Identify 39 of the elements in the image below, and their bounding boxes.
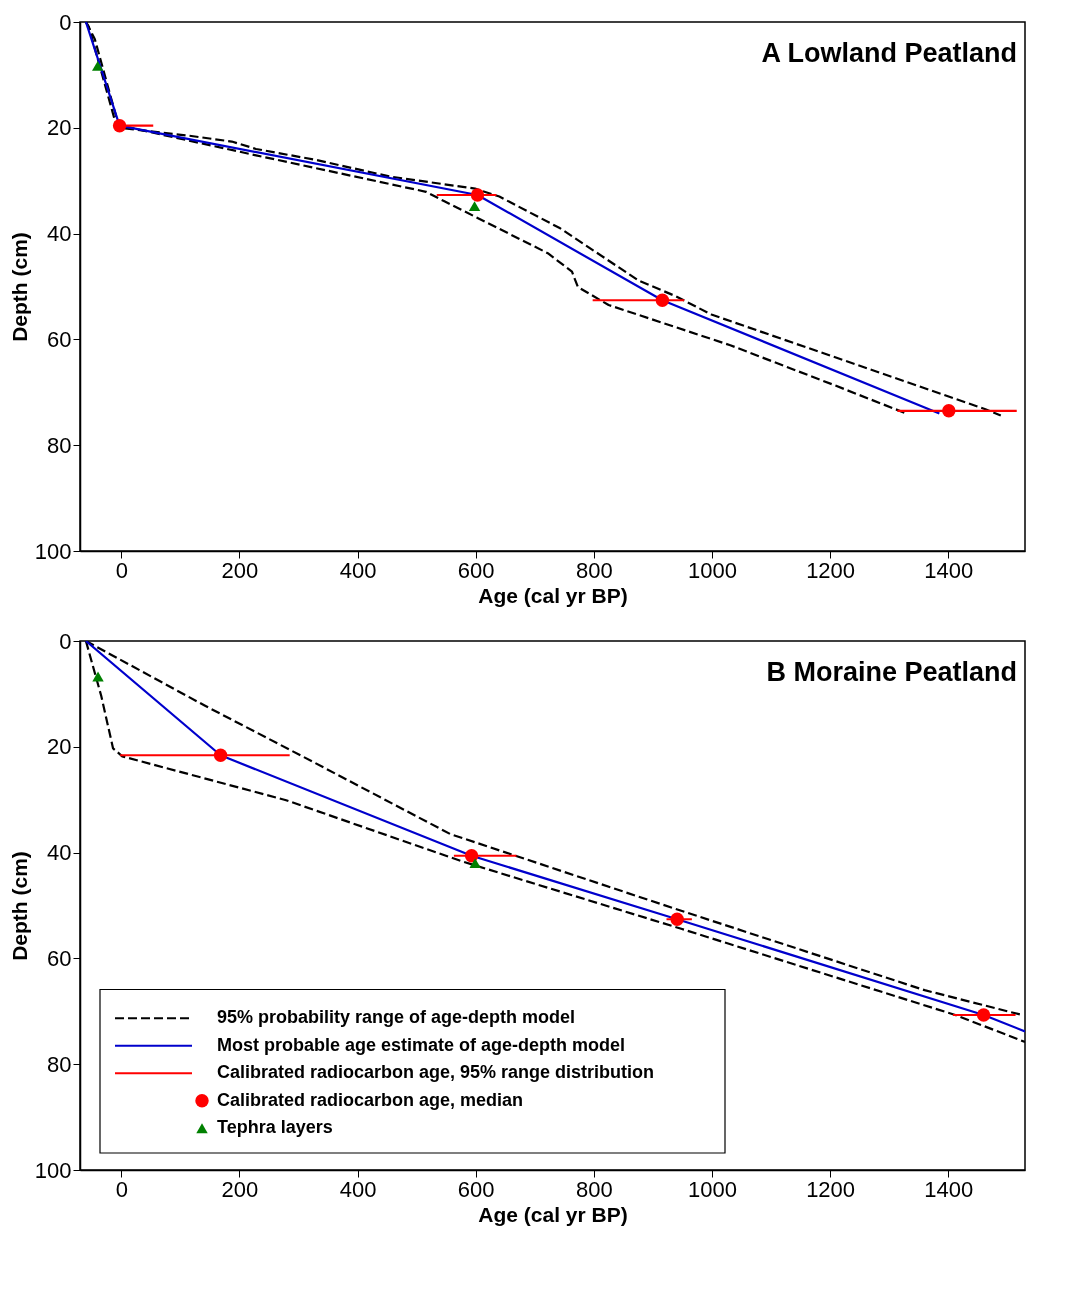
y-tick-label: 0: [59, 9, 72, 35]
y-tick-label: 20: [47, 734, 72, 760]
y-tick-label: 80: [47, 1051, 72, 1077]
x-axis-title: Age (cal yr BP): [478, 583, 628, 607]
x-tick-label: 1400: [924, 557, 974, 583]
x-tick-label: 200: [221, 557, 259, 583]
x-tick-label: 600: [457, 557, 495, 583]
y-tick-label: 100: [34, 1157, 72, 1183]
y-tick-label: 60: [47, 326, 72, 352]
x-tick-label: 1000: [687, 557, 737, 583]
y-axis-title: Depth (cm): [7, 851, 31, 961]
x-tick-label: 400: [339, 557, 377, 583]
x-tick-label: 1200: [806, 1176, 856, 1202]
x-tick-label: 200: [221, 1176, 259, 1202]
x-tick-label: 400: [339, 1176, 377, 1202]
y-tick-label: 80: [47, 432, 72, 458]
y-tick-label: 40: [47, 840, 72, 866]
x-tick-label: 1400: [924, 1176, 974, 1202]
text: B Moraine Peatland: [766, 657, 1017, 687]
x-tick-label: 800: [575, 1176, 613, 1202]
x-tick-label: 1000: [687, 1176, 737, 1202]
x-axis-title: Age (cal yr BP): [478, 1202, 628, 1226]
y-tick-label: 0: [59, 628, 72, 654]
legend-label: 95% probability range of age-depth model: [217, 1007, 576, 1028]
x-tick-label: 800: [575, 557, 613, 583]
x-tick-label: 0: [115, 1176, 128, 1202]
y-tick-label: 60: [47, 945, 72, 971]
legend-label: Calibrated radiocarbon age, 95% range distribution: [217, 1062, 655, 1083]
y-tick-label: 100: [34, 538, 72, 564]
y-axis-title: Depth (cm): [7, 232, 31, 342]
text: A Lowland Peatland: [761, 38, 1017, 68]
legend-label: Most probable age estimate of age-depth model: [217, 1034, 626, 1055]
x-tick-label: 600: [457, 1176, 495, 1202]
x-tick-label: 0: [115, 557, 128, 583]
y-tick-label: 20: [47, 115, 72, 141]
x-tick-label: 1200: [806, 557, 856, 583]
legend-label: Tephra layers: [217, 1117, 333, 1138]
legend-label: Calibrated radiocarbon age, median: [217, 1089, 524, 1110]
y-tick-label: 40: [47, 221, 72, 247]
